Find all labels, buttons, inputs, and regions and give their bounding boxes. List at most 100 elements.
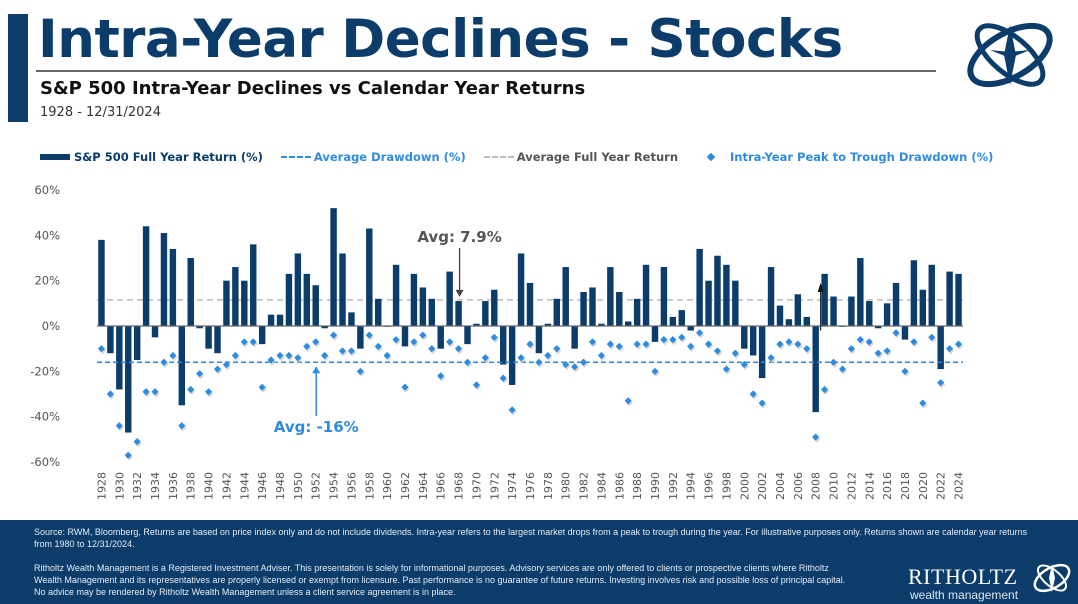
bar-1995 bbox=[696, 248, 703, 326]
x-tick-label: 1978 bbox=[542, 472, 555, 500]
x-tick-label: 1980 bbox=[560, 472, 573, 500]
drawdown-point-1980 bbox=[562, 360, 570, 369]
bar-1986 bbox=[616, 292, 623, 326]
bar-1932 bbox=[133, 326, 141, 360]
bar-2000 bbox=[741, 326, 748, 349]
bar-1945 bbox=[250, 244, 257, 326]
drawdown-point-2003 bbox=[767, 354, 775, 362]
chart-subtitle: S&P 500 Intra-Year Declines vs Calendar … bbox=[40, 78, 586, 99]
bar-1956 bbox=[348, 312, 355, 326]
drawdown-point-1971 bbox=[481, 354, 489, 362]
drawdown-point-1941 bbox=[213, 365, 222, 373]
drawdown-point-1977 bbox=[535, 358, 543, 366]
drawdown-point-1930 bbox=[115, 422, 123, 430]
bar-1951 bbox=[303, 273, 311, 326]
bar-2010 bbox=[830, 296, 837, 326]
x-tick-label: 2004 bbox=[774, 472, 787, 500]
drawdown-point-1936 bbox=[169, 351, 177, 360]
drawdown-point-1946 bbox=[258, 383, 266, 391]
bar-1968 bbox=[455, 301, 462, 326]
drawdown-point-1969 bbox=[463, 358, 472, 366]
x-tick-label: 1938 bbox=[185, 472, 198, 500]
avg-return-annotation: Avg: 7.9% bbox=[417, 228, 501, 246]
drawdown-point-1978 bbox=[544, 351, 552, 360]
bar-1964 bbox=[419, 287, 427, 326]
bar-1948 bbox=[276, 314, 284, 326]
drawdown-point-1931 bbox=[124, 451, 132, 459]
bar-1933 bbox=[142, 226, 150, 326]
bar-2021 bbox=[928, 264, 935, 326]
x-tick-label: 2018 bbox=[899, 472, 912, 500]
y-tick-label: -40% bbox=[30, 410, 60, 424]
bar-1996 bbox=[705, 280, 712, 326]
bar-1997 bbox=[714, 255, 721, 326]
drawdown-point-1942 bbox=[222, 360, 231, 369]
drawdown-point-1962 bbox=[401, 383, 409, 391]
bar-1942 bbox=[223, 280, 230, 326]
bar-1965 bbox=[428, 298, 436, 326]
x-tick-label: 2008 bbox=[810, 472, 823, 500]
bar-1934 bbox=[151, 326, 159, 338]
ritholtz-logo-icon bbox=[967, 22, 1053, 88]
footer: Source: RWM, Bloomberg, Returns are base… bbox=[0, 520, 1078, 604]
x-tick-label: 1932 bbox=[131, 472, 144, 500]
bar-1988 bbox=[633, 298, 641, 326]
bar-1982 bbox=[580, 292, 587, 326]
bar-1966 bbox=[437, 326, 444, 349]
bar-1985 bbox=[607, 267, 614, 326]
x-tick-label: 1996 bbox=[703, 472, 716, 500]
x-tick-label: 2022 bbox=[935, 472, 948, 500]
bar-1940 bbox=[205, 326, 212, 349]
drawdown-point-1972 bbox=[490, 333, 498, 341]
bar-1949 bbox=[285, 273, 293, 326]
bar-1993 bbox=[678, 310, 685, 326]
x-tick-label: 1992 bbox=[667, 472, 680, 500]
y-tick-label: 60% bbox=[34, 183, 60, 197]
x-tick-label: 1960 bbox=[381, 472, 394, 500]
bar-1970 bbox=[473, 323, 480, 326]
x-tick-label: 2000 bbox=[738, 472, 751, 500]
bar-1972 bbox=[491, 289, 498, 326]
brand-tagline: wealth management bbox=[910, 588, 1019, 602]
drawdown-point-1934 bbox=[151, 388, 159, 396]
chart-svg: 60% 40% 20% 0% -20% -40% -60% 1928 1930 1932 1934 1… bbox=[30, 183, 966, 500]
bar-1952 bbox=[312, 285, 319, 326]
bar-1953 bbox=[321, 326, 328, 329]
bar-1936 bbox=[169, 248, 177, 326]
bar-1974 bbox=[508, 326, 516, 385]
drawdown-point-1999 bbox=[731, 349, 739, 357]
bar-2022 bbox=[937, 326, 944, 370]
drawdown-point-1963 bbox=[410, 338, 418, 346]
bar-2002 bbox=[758, 326, 766, 379]
x-tick-label: 1972 bbox=[488, 472, 501, 500]
drawdown-point-1952 bbox=[312, 338, 320, 346]
dashed-line-swatch-icon bbox=[280, 156, 311, 158]
bar-2017 bbox=[892, 282, 900, 326]
bar-1990 bbox=[651, 326, 659, 342]
bar-1981 bbox=[571, 326, 578, 349]
x-tick-label: 1954 bbox=[328, 472, 341, 500]
drawdown-point-1953 bbox=[321, 351, 329, 360]
bar-1946 bbox=[258, 326, 266, 345]
x-tick-label: 1976 bbox=[524, 472, 537, 500]
bar-2005 bbox=[785, 319, 793, 326]
bar-1963 bbox=[410, 273, 418, 326]
bar-1928 bbox=[98, 239, 105, 326]
brand-name: RITHOLTZ bbox=[908, 564, 1018, 589]
drawdown-point-1938 bbox=[187, 385, 195, 394]
y-tick-label: 20% bbox=[34, 274, 60, 288]
drawdown-point-1935 bbox=[160, 358, 168, 366]
bar-2007 bbox=[803, 316, 810, 326]
drawdown-point-1943 bbox=[231, 351, 239, 360]
disclaimer: Ritholtz Wealth Management is a Register… bbox=[34, 563, 846, 597]
bar-1979 bbox=[553, 298, 560, 326]
bar-2015 bbox=[874, 326, 882, 329]
y-tick-label: -20% bbox=[30, 364, 60, 378]
bar-1961 bbox=[392, 264, 400, 326]
x-tick-label: 2024 bbox=[953, 472, 966, 500]
drawdown-point-1932 bbox=[133, 438, 141, 446]
drawdown-point-2001 bbox=[749, 390, 757, 398]
bar-1935 bbox=[160, 233, 168, 326]
drawdown-point-2010 bbox=[829, 358, 838, 366]
drawdown-point-1995 bbox=[696, 329, 704, 337]
